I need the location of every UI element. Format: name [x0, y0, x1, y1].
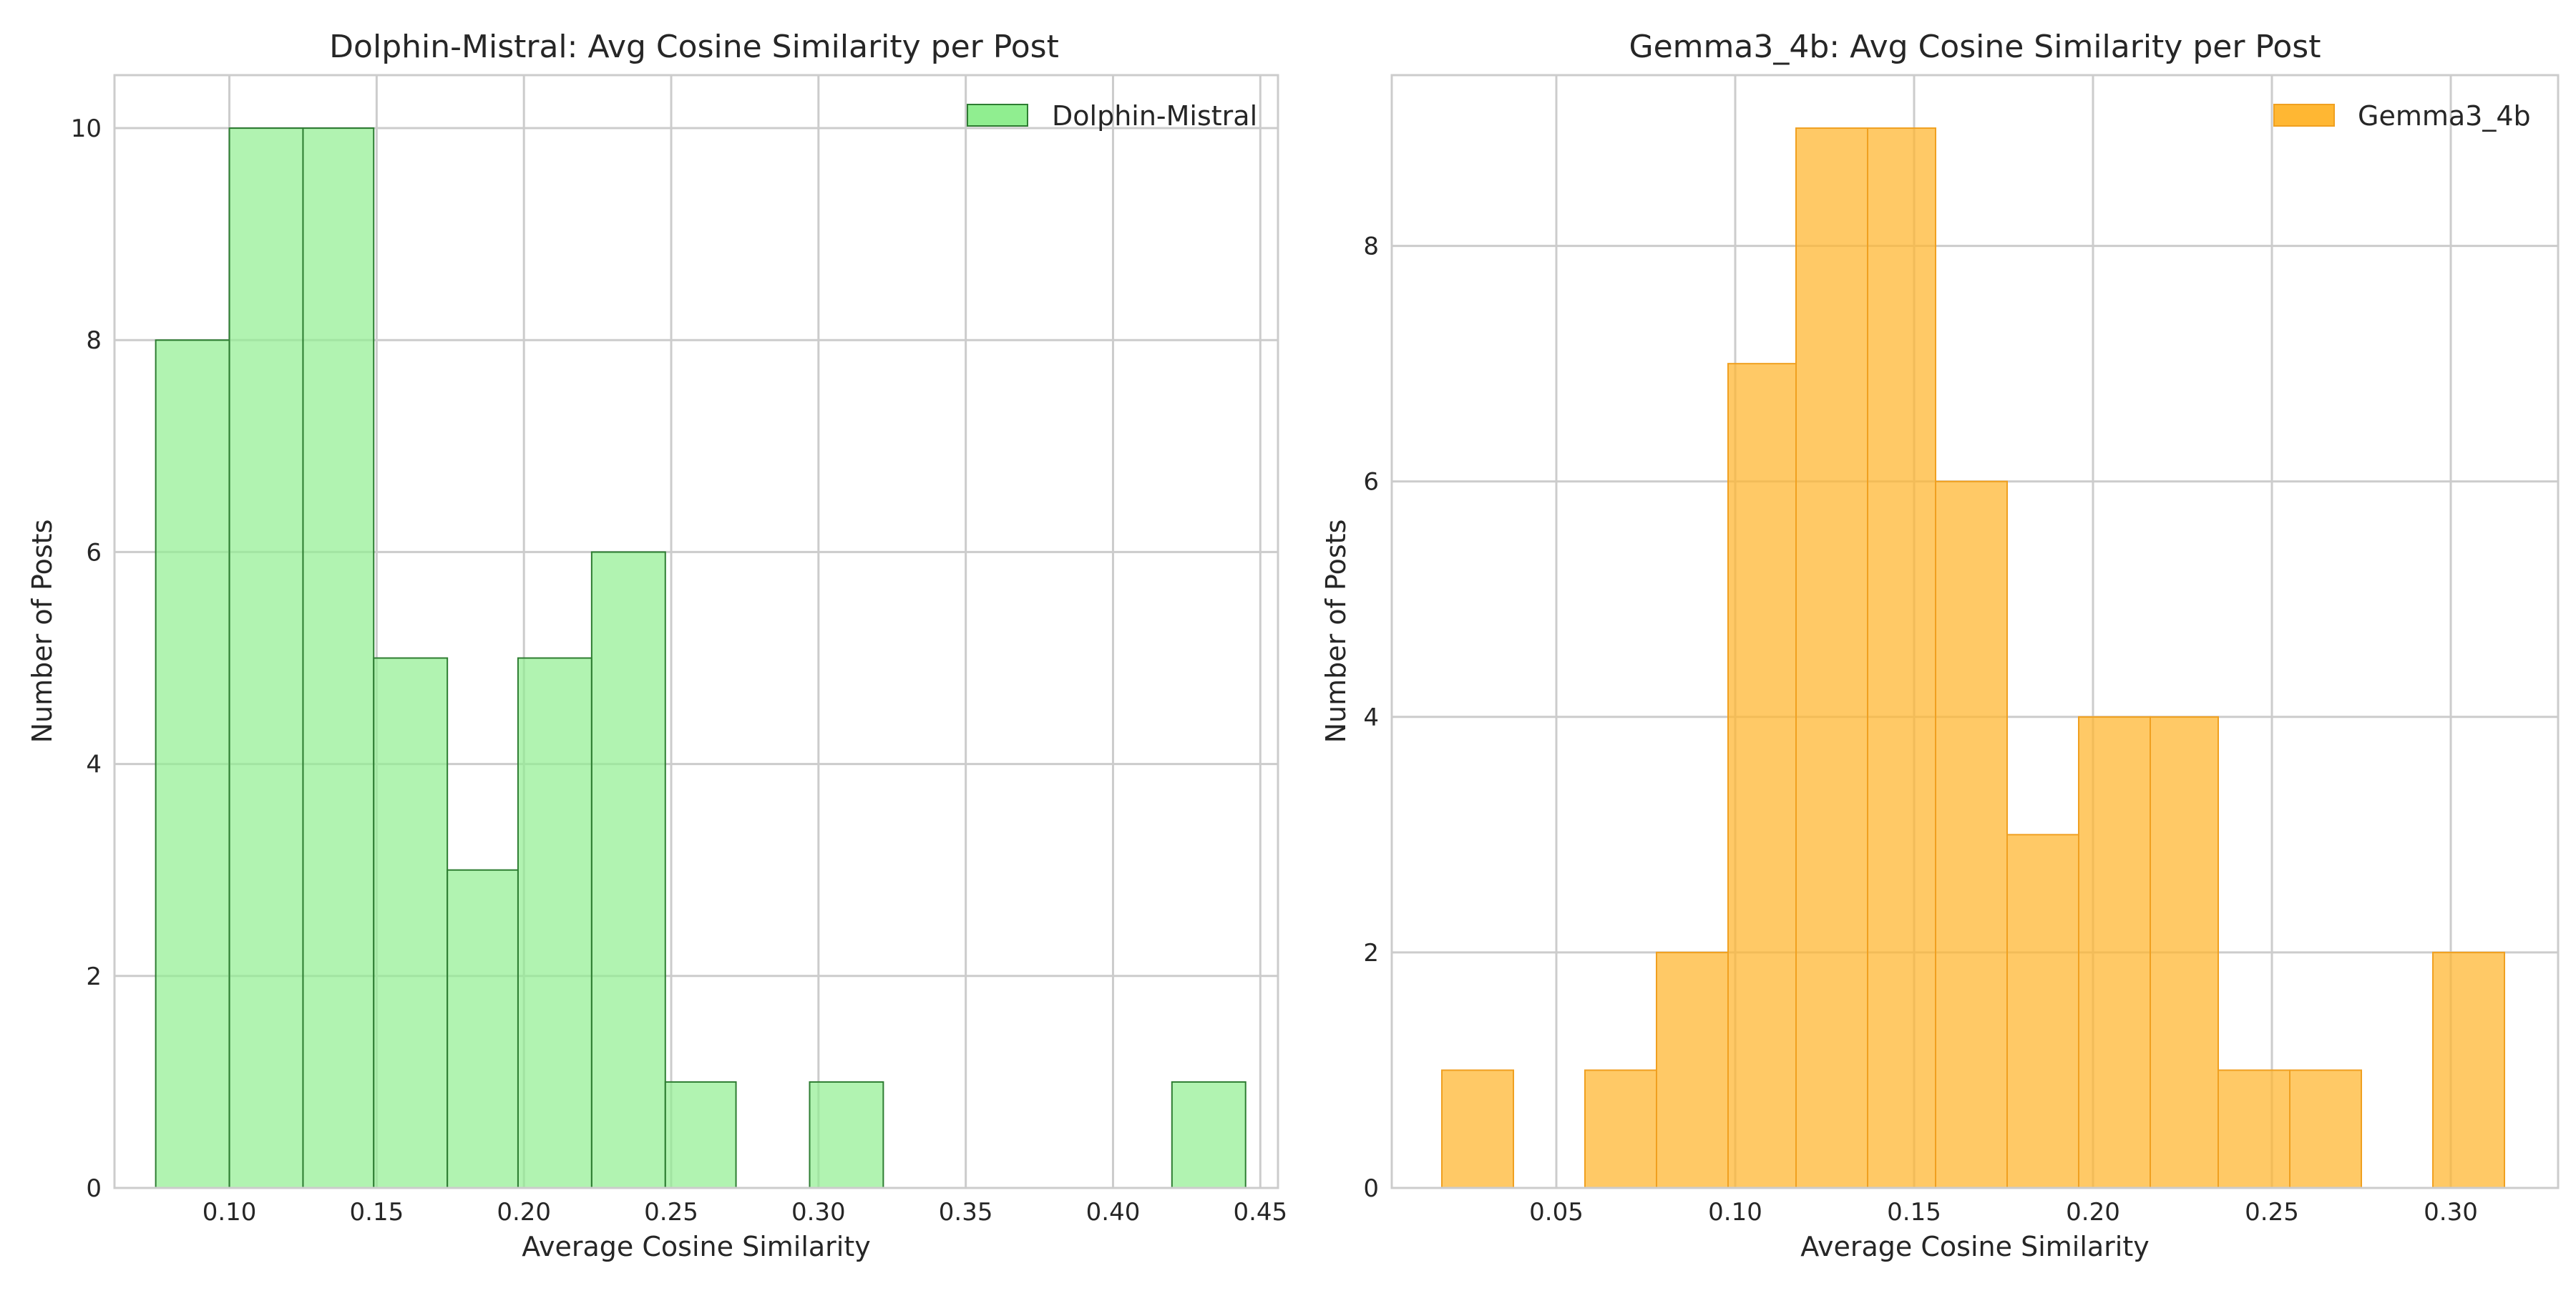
- left-panel: Dolphin-Mistral: Avg Cosine Similarity p…: [26, 29, 1287, 1262]
- left-histogram-bar: [1171, 1081, 1246, 1189]
- right-histogram-bar: [1656, 951, 1729, 1189]
- left-histogram-bar: [228, 127, 304, 1189]
- right-y-tick-label: 2: [1363, 939, 1379, 968]
- left-y-tick-label: 2: [86, 963, 102, 991]
- left-x-tick-label: 0.35: [939, 1198, 993, 1227]
- left-y-tick-label: 8: [86, 326, 102, 355]
- left-histogram-bar: [590, 551, 666, 1189]
- right-y-ticks: 0 2 4 6 8: [1363, 233, 1379, 1203]
- left-bars: [155, 127, 1246, 1189]
- right-y-tick-label: 6: [1363, 468, 1379, 497]
- right-y-axis-label: Number of Posts: [1320, 520, 1352, 744]
- left-y-ticks: 0 2 4 6 8 10: [71, 115, 102, 1203]
- right-y-tick-label: 4: [1363, 703, 1379, 732]
- right-x-tick-label: 0.05: [1529, 1198, 1584, 1227]
- right-y-tick-label: 8: [1363, 233, 1379, 261]
- left-plot-frame: [113, 74, 1279, 1189]
- left-x-tick-label: 0.40: [1086, 1198, 1141, 1227]
- left-x-tick-label: 0.20: [497, 1198, 551, 1227]
- right-histogram-bar: [1727, 363, 1797, 1189]
- left-histogram-bar: [809, 1081, 884, 1189]
- right-bars: [1441, 127, 2505, 1189]
- left-x-tick-label: 0.25: [644, 1198, 698, 1227]
- right-x-tick-label: 0.15: [1887, 1198, 1941, 1227]
- left-y-tick-label: 10: [71, 115, 102, 143]
- left-histogram-bar: [447, 869, 519, 1189]
- right-x-tick-label: 0.25: [2245, 1198, 2299, 1227]
- right-panel: Gemma3_4b: Avg Cosine Similarity per Pos…: [1320, 29, 2560, 1262]
- right-histogram-bar: [1584, 1069, 1657, 1189]
- left-legend-swatch: [967, 104, 1028, 127]
- left-chart-title: Dolphin-Mistral: Avg Cosine Similarity p…: [329, 29, 1059, 65]
- right-histogram-bar: [2078, 716, 2151, 1189]
- left-x-tick-label: 0.30: [791, 1198, 846, 1227]
- left-histogram-bar: [664, 1081, 737, 1189]
- left-x-tick-label: 0.10: [203, 1198, 257, 1227]
- right-x-axis-label: Average Cosine Similarity: [1800, 1231, 2149, 1262]
- right-x-tick-label: 0.30: [2424, 1198, 2478, 1227]
- left-legend-label: Dolphin-Mistral: [1052, 100, 1257, 132]
- right-legend-label: Gemma3_4b: [2358, 100, 2531, 132]
- left-x-tick-label: 0.15: [350, 1198, 404, 1227]
- right-x-tick-label: 0.10: [1708, 1198, 1762, 1227]
- left-histogram-bar: [517, 657, 592, 1189]
- left-y-tick-label: 0: [86, 1174, 102, 1203]
- right-histogram-bar: [1795, 127, 1868, 1189]
- right-legend: Gemma3_4b: [2273, 100, 2531, 132]
- right-plot-frame: [1390, 74, 2560, 1189]
- left-x-tick-label: 0.45: [1233, 1198, 1287, 1227]
- right-histogram-bar: [1441, 1069, 1514, 1189]
- left-y-tick-label: 6: [86, 538, 102, 567]
- right-histogram-bar: [2150, 716, 2219, 1189]
- right-histogram-bar: [2432, 951, 2505, 1189]
- right-x-ticks: 0.05 0.10 0.15 0.20 0.25 0.30: [1529, 1198, 2478, 1227]
- right-histogram-bar: [2006, 834, 2079, 1189]
- right-histogram-bar: [1935, 480, 2008, 1189]
- left-x-axis-label: Average Cosine Similarity: [522, 1231, 870, 1262]
- right-legend-swatch: [2273, 104, 2335, 127]
- right-histogram-bar: [1867, 127, 1936, 1189]
- left-histogram-bar: [155, 339, 230, 1189]
- right-histogram-bar: [2218, 1069, 2290, 1189]
- right-histogram-bar: [2289, 1069, 2362, 1189]
- right-y-tick-label: 0: [1363, 1174, 1379, 1203]
- left-x-ticks: 0.10 0.15 0.20 0.25 0.30 0.35 0.40 0.45: [203, 1198, 1287, 1227]
- right-chart-title: Gemma3_4b: Avg Cosine Similarity per Pos…: [1629, 29, 2321, 65]
- left-y-tick-label: 4: [86, 751, 102, 779]
- left-legend: Dolphin-Mistral: [967, 100, 1257, 132]
- left-histogram-bar: [302, 127, 375, 1189]
- left-histogram-bar: [373, 657, 449, 1189]
- left-y-axis-label: Number of Posts: [26, 520, 58, 744]
- right-x-tick-label: 0.20: [2066, 1198, 2120, 1227]
